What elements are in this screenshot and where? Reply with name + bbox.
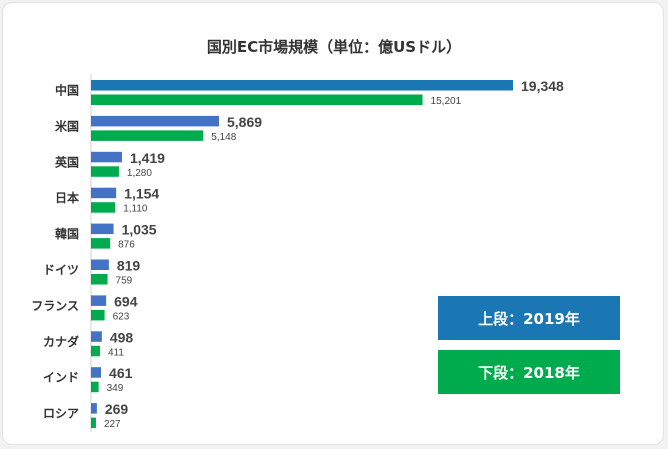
bar-2019 xyxy=(91,223,114,235)
category-label: フランス xyxy=(31,299,79,313)
category-label: ドイツ xyxy=(43,263,79,277)
bar-2018 xyxy=(91,345,100,357)
value-label-2019: 1,419 xyxy=(130,150,165,166)
value-label-2019: 498 xyxy=(110,329,134,345)
value-label-2019: 694 xyxy=(114,293,138,309)
category-label: 英国 xyxy=(55,154,79,169)
value-label-2019: 1,154 xyxy=(124,186,159,202)
bar-2019 xyxy=(91,331,102,342)
bar-2019 xyxy=(91,115,220,127)
category-label: 米国 xyxy=(55,118,79,133)
bar-2019 xyxy=(91,151,122,163)
chart-title: 国別EC市場規模（単位：億USドル） xyxy=(206,38,462,56)
value-label-2018: 5,148 xyxy=(211,132,236,143)
bar-2018 xyxy=(91,274,108,285)
value-label-2018: 1,110 xyxy=(123,204,148,215)
value-label-2018: 227 xyxy=(104,419,121,430)
value-label-2018: 349 xyxy=(107,383,124,394)
bar-2018 xyxy=(91,417,96,429)
value-label-2019: 5,869 xyxy=(227,114,262,130)
bar-2019 xyxy=(91,259,109,270)
bar-2018 xyxy=(91,94,423,105)
category-label: 中国 xyxy=(55,83,79,98)
value-label-2018: 623 xyxy=(113,311,130,322)
value-label-2019: 461 xyxy=(109,365,133,381)
category-label: ロシア xyxy=(43,407,79,421)
category-label: カナダ xyxy=(43,334,79,349)
legend-2018: 下段：2018年 xyxy=(438,350,620,394)
category-label: 韓国 xyxy=(55,226,79,241)
bar-2018 xyxy=(91,381,99,393)
bar-2019 xyxy=(91,367,102,378)
value-label-2019: 1,035 xyxy=(122,222,157,238)
bar-2019 xyxy=(91,295,107,306)
bar-2019 xyxy=(91,80,513,91)
value-label-2018: 1,280 xyxy=(127,168,152,179)
category-label: インド xyxy=(43,371,79,385)
bar-2018 xyxy=(91,309,105,321)
bar-2018 xyxy=(91,202,116,213)
value-label-2019: 19,348 xyxy=(521,78,564,94)
value-label-2019: 269 xyxy=(105,401,129,417)
bar-2018 xyxy=(91,166,119,177)
category-label: 日本 xyxy=(55,190,79,205)
value-label-2018: 759 xyxy=(116,276,133,287)
bar-2018 xyxy=(91,130,204,141)
bar-2019 xyxy=(91,403,97,414)
bar-2019 xyxy=(91,187,117,199)
bar-2018 xyxy=(91,238,111,249)
value-label-2018: 15,201 xyxy=(431,96,462,107)
value-label-2018: 876 xyxy=(118,240,135,251)
legend-2019: 上段：2019年 xyxy=(438,296,620,340)
value-label-2019: 819 xyxy=(117,258,141,274)
value-label-2018: 411 xyxy=(108,347,124,358)
